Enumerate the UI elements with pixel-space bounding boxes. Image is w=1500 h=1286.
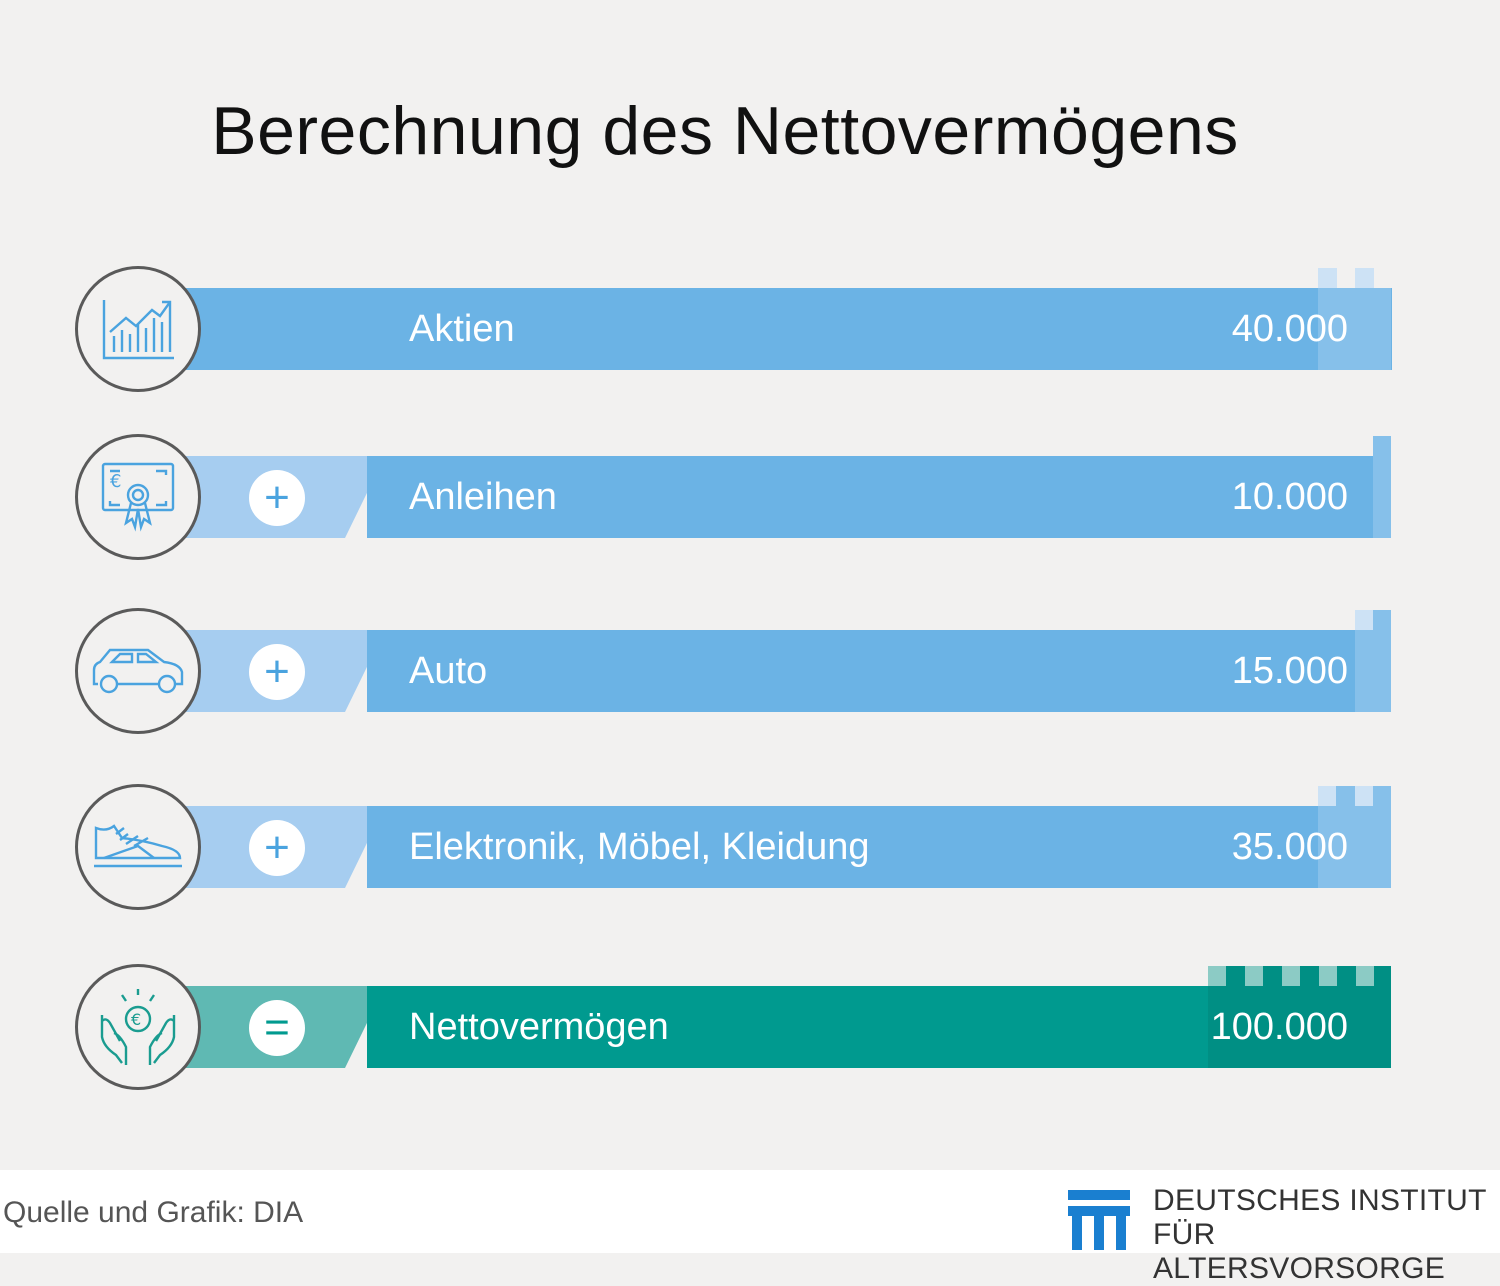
row-label: Nettovermögen: [409, 1006, 669, 1048]
value-tab-notch: [1356, 966, 1374, 986]
value-tab-overlay: [1318, 288, 1391, 370]
bar: [367, 456, 1373, 538]
row-aktien: Aktien 40.000: [0, 260, 1500, 400]
hands-euro-coin-icon: €: [75, 964, 201, 1090]
bar: [367, 806, 1318, 888]
value-tab-notch: [1245, 966, 1263, 986]
bar: [185, 288, 1392, 370]
value-tab-notch: [1337, 268, 1355, 288]
equals-operator: =: [249, 1000, 305, 1056]
row-label: Auto: [409, 650, 488, 692]
operator-symbol: +: [264, 823, 290, 872]
row-value: 35.000: [1231, 826, 1348, 868]
row-anleihen: € + Anleihen 10.000: [0, 428, 1500, 568]
row-value: 10.000: [1231, 476, 1348, 518]
row-nettovermoegen: € = Nettovermögen 100.000: [0, 958, 1500, 1098]
logo-line: FÜR ALTERSVORSORGE: [1153, 1218, 1446, 1285]
operator-symbol: +: [264, 473, 290, 522]
row-value: 100.000: [1210, 1006, 1348, 1048]
row-value: 15.000: [1231, 650, 1348, 692]
bar: [367, 986, 1208, 1068]
chart-title: Berechnung des Nettovermögens: [211, 93, 1239, 169]
svg-text:€: €: [131, 1010, 141, 1029]
row-elektronik: + Elektronik, Möbel, Kleidung 35.000: [0, 778, 1500, 918]
value-tab-notch: [1319, 966, 1337, 986]
car-icon: [75, 608, 201, 734]
operator-symbol: =: [264, 1003, 290, 1052]
sneaker-icon: [75, 784, 201, 910]
row-label: Anleihen: [409, 476, 557, 518]
bond-certificate-icon: €: [75, 434, 201, 560]
value-tab-notch: [1208, 966, 1226, 986]
logo-line: DEUTSCHES INSTITUT: [1153, 1184, 1487, 1217]
dia-logo-icon: [1068, 1190, 1130, 1257]
source-note: Quelle und Grafik: DIA: [3, 1196, 304, 1229]
bar: [367, 630, 1355, 712]
plus-operator: +: [249, 470, 305, 526]
footer: Quelle und Grafik: DIA DEUTSCHES INSTITU…: [0, 1170, 1500, 1285]
svg-text:€: €: [110, 471, 121, 492]
operator-symbol: +: [264, 647, 290, 696]
value-tab-notch: [1355, 786, 1373, 806]
stock-chart-icon: [75, 266, 201, 392]
value-tab-overlay: [1355, 610, 1373, 630]
value-tab: [1373, 436, 1391, 538]
row-label: Elektronik, Möbel, Kleidung: [409, 826, 870, 868]
dia-logo-text: DEUTSCHES INSTITUT FÜR ALTERSVORSORGE: [1153, 1184, 1500, 1286]
row-value: 40.000: [1231, 308, 1348, 350]
value-tab-notch: [1282, 966, 1300, 986]
row-auto: + Auto 15.000: [0, 602, 1500, 742]
plus-operator: +: [249, 644, 305, 700]
value-tab-notch: [1318, 786, 1336, 806]
row-label: Aktien: [409, 308, 515, 350]
value-tab-notch: [1374, 268, 1392, 288]
plus-operator: +: [249, 820, 305, 876]
